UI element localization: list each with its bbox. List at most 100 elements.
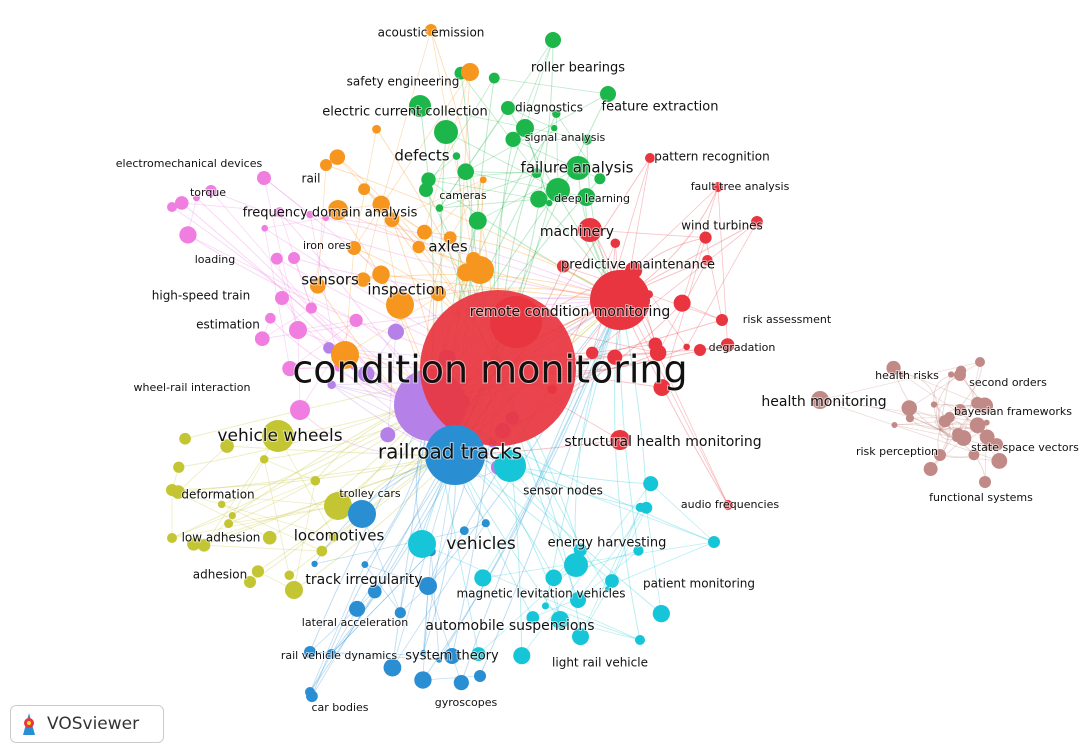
edge: [532, 541, 715, 618]
edge: [277, 435, 335, 537]
edge: [524, 39, 554, 129]
minor-node: [367, 584, 382, 599]
edge: [422, 585, 429, 681]
minor-node: [453, 674, 469, 691]
edge: [939, 425, 951, 456]
edge: [293, 257, 312, 309]
edge: [289, 320, 357, 369]
node: [723, 500, 733, 510]
node-label: trolley cars: [339, 487, 401, 500]
minor-node: [322, 214, 330, 222]
node: [716, 314, 728, 326]
minor-node: [938, 415, 952, 428]
minor-node: [594, 173, 606, 185]
node: [713, 182, 723, 192]
edge: [391, 179, 484, 221]
minor-node: [311, 560, 318, 568]
edge: [380, 204, 401, 306]
edge: [314, 530, 465, 565]
minor-node: [891, 422, 898, 429]
node-label: wheel-rail interaction: [134, 381, 251, 394]
node-label: light rail vehicle: [552, 656, 648, 670]
node-label: audio frequencies: [681, 498, 779, 511]
minor-node: [898, 371, 906, 378]
minor-node: [305, 302, 317, 314]
minor-node: [284, 570, 295, 581]
minor-node: [923, 462, 938, 477]
edge: [819, 399, 1000, 462]
minor-node: [197, 539, 211, 552]
node: [425, 425, 485, 485]
minor-node: [474, 569, 492, 587]
edge: [556, 113, 601, 179]
edge: [297, 319, 357, 331]
node: [490, 296, 542, 348]
minor-node: [357, 365, 375, 383]
edge: [178, 491, 339, 507]
edge: [580, 589, 609, 637]
edge: [507, 107, 555, 129]
edge: [465, 171, 537, 174]
minor-node: [326, 649, 337, 659]
node: [320, 159, 332, 171]
minor-node: [270, 252, 283, 265]
labels: condition monitoring remote condition mon…: [115, 25, 1080, 716]
node: [708, 536, 720, 548]
edge: [439, 39, 554, 209]
edge: [482, 299, 621, 579]
minor-node: [604, 586, 611, 593]
node-label: lateral acceleration: [302, 616, 408, 629]
node-label: iron ores: [303, 239, 351, 252]
node: [461, 63, 479, 81]
node-label: machinery: [540, 224, 614, 240]
edge: [421, 543, 641, 641]
minor-node: [552, 109, 561, 118]
node: [566, 156, 590, 180]
edge: [622, 186, 719, 279]
logo-text: VOSviewer: [47, 714, 140, 734]
minor-node: [327, 380, 336, 390]
node: [288, 252, 300, 264]
minor-node: [969, 417, 986, 434]
edge: [460, 299, 621, 683]
edge: [344, 247, 355, 356]
node: [564, 553, 588, 577]
edge: [232, 459, 265, 516]
edge: [171, 505, 339, 539]
edge: [264, 458, 316, 482]
node: [494, 450, 526, 482]
node: [635, 635, 645, 645]
minor-node: [905, 414, 915, 423]
edge: [439, 172, 537, 209]
node: [331, 341, 359, 369]
node-label: railroad tracks: [378, 440, 522, 464]
minor-node: [265, 312, 276, 324]
nodes: [166, 24, 996, 697]
edge: [482, 541, 715, 579]
edge: [427, 585, 462, 683]
node: [419, 183, 433, 197]
node: [590, 270, 650, 330]
edge: [423, 71, 471, 233]
node-label: axles: [428, 238, 467, 256]
minor-node: [217, 500, 226, 509]
minor-node: [329, 531, 339, 542]
edge: [204, 544, 322, 552]
vosviewer-logo[interactable]: VOSviewer: [10, 705, 164, 743]
minor-node: [605, 574, 619, 588]
node-label: risk perception: [856, 445, 938, 458]
node: [347, 241, 361, 255]
edge: [427, 299, 621, 587]
node-label: automobile suspensions: [425, 618, 594, 634]
minor-node: [394, 607, 406, 619]
node-label: state space vectors: [971, 441, 1079, 454]
edge: [425, 77, 495, 191]
node-label: loading: [195, 253, 236, 266]
minor-node: [187, 537, 201, 551]
node: [545, 32, 561, 48]
minor-node: [607, 349, 623, 365]
node: [610, 430, 630, 450]
edge: [221, 503, 323, 552]
minor-node: [702, 255, 713, 266]
node: [328, 200, 348, 220]
